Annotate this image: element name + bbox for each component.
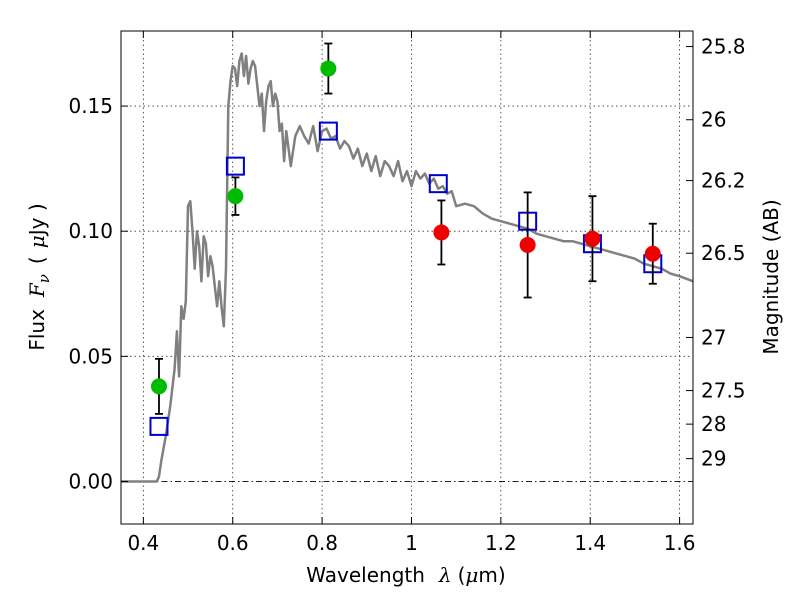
model-square-marker — [428, 174, 448, 194]
observed-point-marker — [644, 245, 661, 262]
y-tick-label: 0.10 — [68, 219, 113, 243]
mag-tick-label: 26.5 — [701, 241, 746, 265]
observed-point-marker — [584, 230, 601, 247]
plot-frame — [120, 30, 694, 525]
model-square-marker — [225, 156, 245, 176]
tick-layer: 0.4 0.6 0.8 1 1.2 1.4 1.6 0.00 0.05 0.10 0.15 25.8 2… — [68, 31, 746, 555]
spectrum-line — [121, 52, 694, 483]
x-tick-label: 0.8 — [306, 531, 338, 555]
observed-point-marker — [519, 236, 536, 253]
observed-point-marker — [227, 188, 244, 205]
mag-tick-label: 27.5 — [701, 379, 746, 403]
mag-tick-label: 29 — [701, 447, 726, 471]
y-tick-label: 0.15 — [68, 94, 113, 118]
y-axis-label: FluxFν(μJy ) — [25, 203, 53, 350]
mag-tick-label: 26.2 — [701, 169, 746, 193]
observed-point-marker — [433, 224, 450, 241]
mag-tick-label: 28 — [701, 412, 726, 436]
y-tick-label: 0.00 — [68, 469, 113, 493]
model-square-marker — [149, 416, 169, 436]
x-tick-label: 1.6 — [664, 531, 696, 555]
x-tick-label: 1 — [405, 531, 418, 555]
mag-tick-label: 25.8 — [701, 35, 746, 59]
grid-layer — [121, 31, 693, 524]
mag-tick-label: 27 — [701, 325, 726, 349]
x-tick-label: 1.2 — [485, 531, 517, 555]
y2-axis-label: Magnitude (AB) — [759, 199, 783, 354]
y-tick-label: 0.05 — [68, 344, 113, 368]
plot-layer — [121, 42, 694, 483]
x-tick-label: 1.4 — [574, 531, 606, 555]
x-tick-label: 0.6 — [217, 531, 249, 555]
observed-point-marker — [150, 378, 167, 395]
x-tick-label: 0.4 — [127, 531, 159, 555]
x-axis-label: Wavelength λ (μm) — [306, 563, 505, 587]
observed-point-marker — [320, 60, 337, 77]
model-square-marker — [318, 121, 338, 141]
mag-tick-label: 26 — [701, 108, 726, 132]
